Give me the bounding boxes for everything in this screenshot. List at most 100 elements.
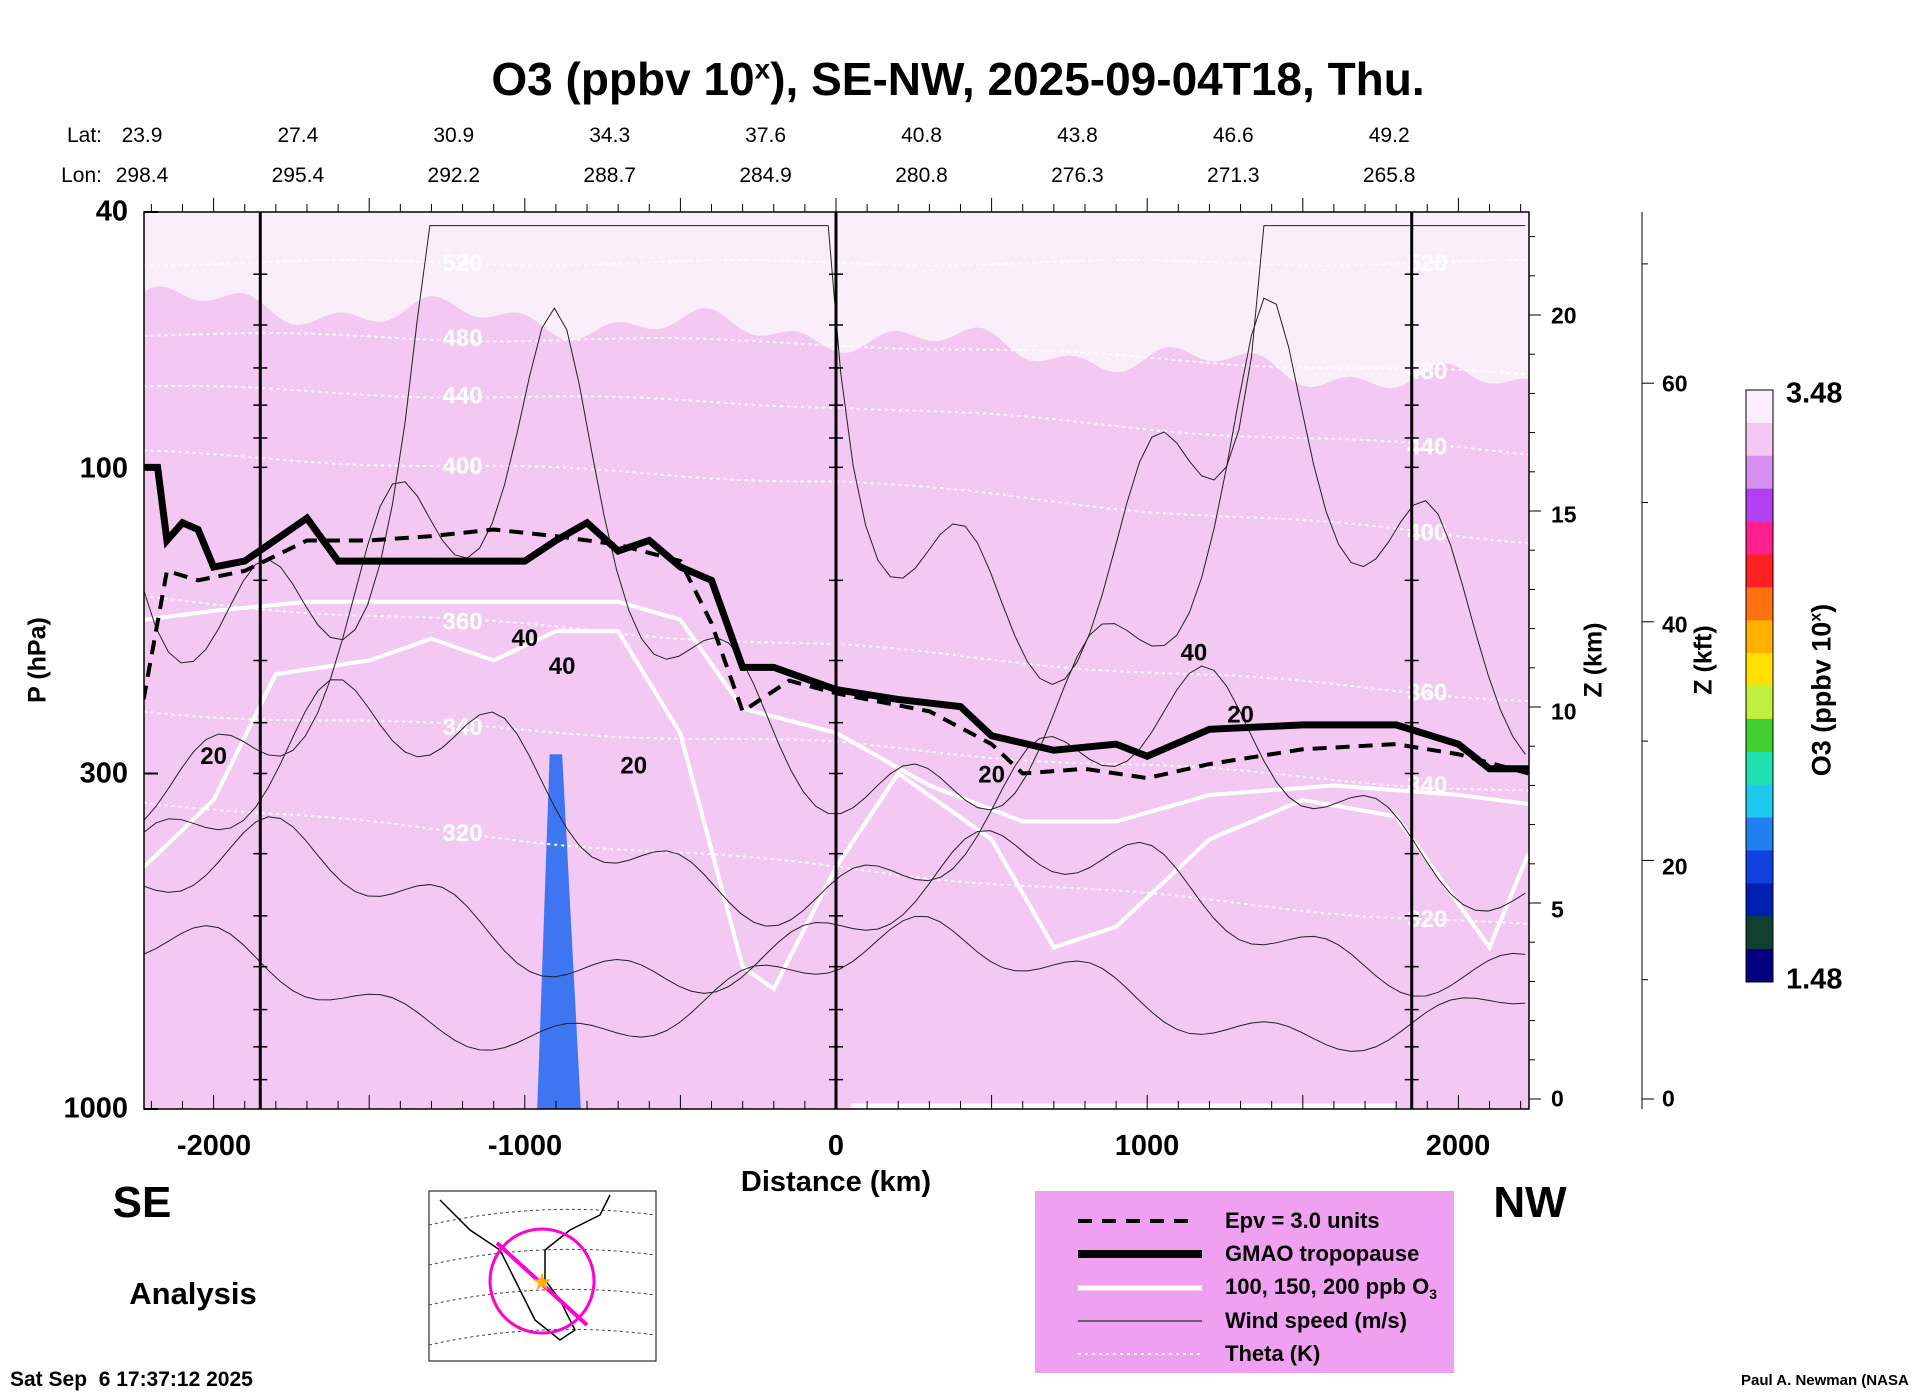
theta-label: 480 (1407, 358, 1447, 385)
lon-label: Lon: (61, 164, 102, 187)
x-tick-label: 2000 (1425, 1130, 1491, 1162)
legend-label-theta: Theta (K) (1225, 1341, 1321, 1366)
legend-label-wind: Wind speed (m/s) (1225, 1308, 1407, 1333)
colorbar-swatch (1746, 883, 1773, 917)
y-tick-label: 1000 (63, 1092, 128, 1125)
lon-value: 295.4 (271, 164, 325, 187)
colorbar-min-label: 1.48 (1786, 963, 1843, 996)
map-graticule (428, 1208, 657, 1226)
zkm-tick-label: 10 (1551, 698, 1577, 725)
map-graticule (428, 1288, 657, 1306)
colorbar-swatch (1746, 949, 1773, 983)
x-tick-label: -1000 (487, 1130, 563, 1162)
lat-value: 37.6 (745, 124, 787, 147)
wind-speed-contour (144, 665, 1526, 927)
x-tick-label: 0 (827, 1130, 845, 1162)
theta-label: 360 (443, 608, 483, 635)
direction-se-label: SE (112, 1178, 172, 1227)
theta-label: 400 (1407, 520, 1447, 547)
lat-value: 40.8 (901, 124, 942, 147)
y-tick-label: 100 (79, 452, 128, 485)
theta-label: 400 (443, 453, 483, 480)
theta-label: 440 (443, 383, 483, 410)
theta-label: 520 (443, 250, 483, 277)
theta-contour (144, 332, 1529, 376)
theta-label: 480 (443, 325, 483, 352)
x-tick-label: 1000 (1114, 1130, 1180, 1162)
x-tick-label: -2000 (176, 1130, 252, 1162)
colorbar-swatch (1746, 521, 1773, 555)
colorbar-swatch (1746, 653, 1773, 687)
timestamp: Sat Sep 6 17:37:12 2025 (10, 1368, 253, 1391)
theta-label: 360 (1407, 679, 1447, 706)
o3-contour-line (144, 599, 1529, 824)
colorbar-swatch (1746, 488, 1773, 523)
colorbar-swatch (1746, 554, 1773, 588)
lon-value: 288.7 (583, 164, 636, 187)
zkm-tick-label: 15 (1551, 501, 1577, 528)
contour-overlays: 520 5204804804404404004003603603403403203… (144, 225, 1529, 1052)
map-graticule (428, 1248, 657, 1266)
direction-nw-label: NW (1493, 1178, 1567, 1227)
lat-value: 30.9 (433, 124, 475, 147)
lat-value: 23.9 (121, 124, 163, 147)
tropopause-line (144, 463, 1529, 773)
zkft-tick-label: 40 (1662, 611, 1688, 638)
o3-contour-line (144, 629, 1529, 992)
theta-label: 320 (443, 820, 483, 847)
colorbar-swatch (1746, 817, 1773, 851)
zkft-tick-label: 0 (1662, 1085, 1675, 1112)
lat-value: 34.3 (589, 124, 631, 147)
zkft-axis-label: Z (kft) (1689, 625, 1718, 695)
location-map: ★ (428, 1190, 657, 1362)
wind-speed-label: 40 (511, 625, 538, 652)
theta-label: 320 (1407, 906, 1447, 933)
lat-label: Lat: (66, 124, 102, 147)
lat-value: 49.2 (1368, 124, 1410, 147)
wind-speed-contour (144, 297, 1526, 821)
zkm-axis-label: Z (km) (1579, 622, 1608, 698)
theta-label: 520 (1407, 250, 1447, 277)
zkm-tick-label: 5 (1551, 896, 1564, 923)
map-section-line (495, 1241, 589, 1327)
lon-value: 284.9 (739, 164, 792, 187)
wind-speed-label: 20 (978, 762, 1005, 789)
credit: Paul A. Newman (NASA (1741, 1372, 1909, 1389)
theta-label: 340 (443, 714, 483, 741)
lon-value: 265.8 (1362, 164, 1416, 187)
legend-label-epv: Epv = 3.0 units (1225, 1208, 1380, 1233)
epv-line (144, 527, 1529, 781)
colorbar-frame (1745, 389, 1774, 983)
wind-speed-label: 20 (620, 752, 647, 779)
wind-speed-label: 20 (200, 743, 227, 770)
y-tick-label: 300 (79, 757, 128, 790)
lon-value: 292.2 (427, 164, 481, 187)
lon-value: 280.8 (895, 164, 948, 187)
colorbar-max-label: 3.48 (1786, 377, 1843, 410)
wind-speed-label: 40 (1181, 640, 1208, 667)
wind-speed-contour (144, 816, 1526, 997)
map-range-circle (488, 1227, 596, 1335)
colorbar-swatch (1746, 718, 1773, 753)
chart-title: O3 (ppbv 10x), SE-NW, 2025-09-04T18, Thu… (491, 53, 1425, 105)
zkm-tick-label: 20 (1551, 302, 1577, 329)
missing-data-region (851, 1103, 1397, 1109)
colorbar-swatch (1746, 751, 1773, 786)
analysis-label: Analysis (129, 1276, 257, 1311)
legend-label-o3-contours: 100, 150, 200 ppb O3 (1225, 1273, 1438, 1303)
map-graticule (428, 1328, 657, 1346)
colorbar-swatch (1746, 850, 1773, 884)
map-center-star-icon: ★ (531, 1269, 553, 1296)
colorbar-swatch (1746, 390, 1773, 424)
wind-speed-contour (144, 225, 1526, 686)
wind-speed-contour (144, 915, 1526, 1052)
lat-value: 43.8 (1056, 124, 1098, 147)
legend-label-tropopause: GMAO tropopause (1225, 1241, 1420, 1266)
colorbar-swatch (1746, 587, 1773, 621)
ozone-low-plume (537, 754, 581, 1109)
y-axis-label: P (hPa) (23, 617, 52, 703)
zkft-tick-label: 20 (1662, 853, 1688, 880)
legend-box (1035, 1191, 1454, 1373)
